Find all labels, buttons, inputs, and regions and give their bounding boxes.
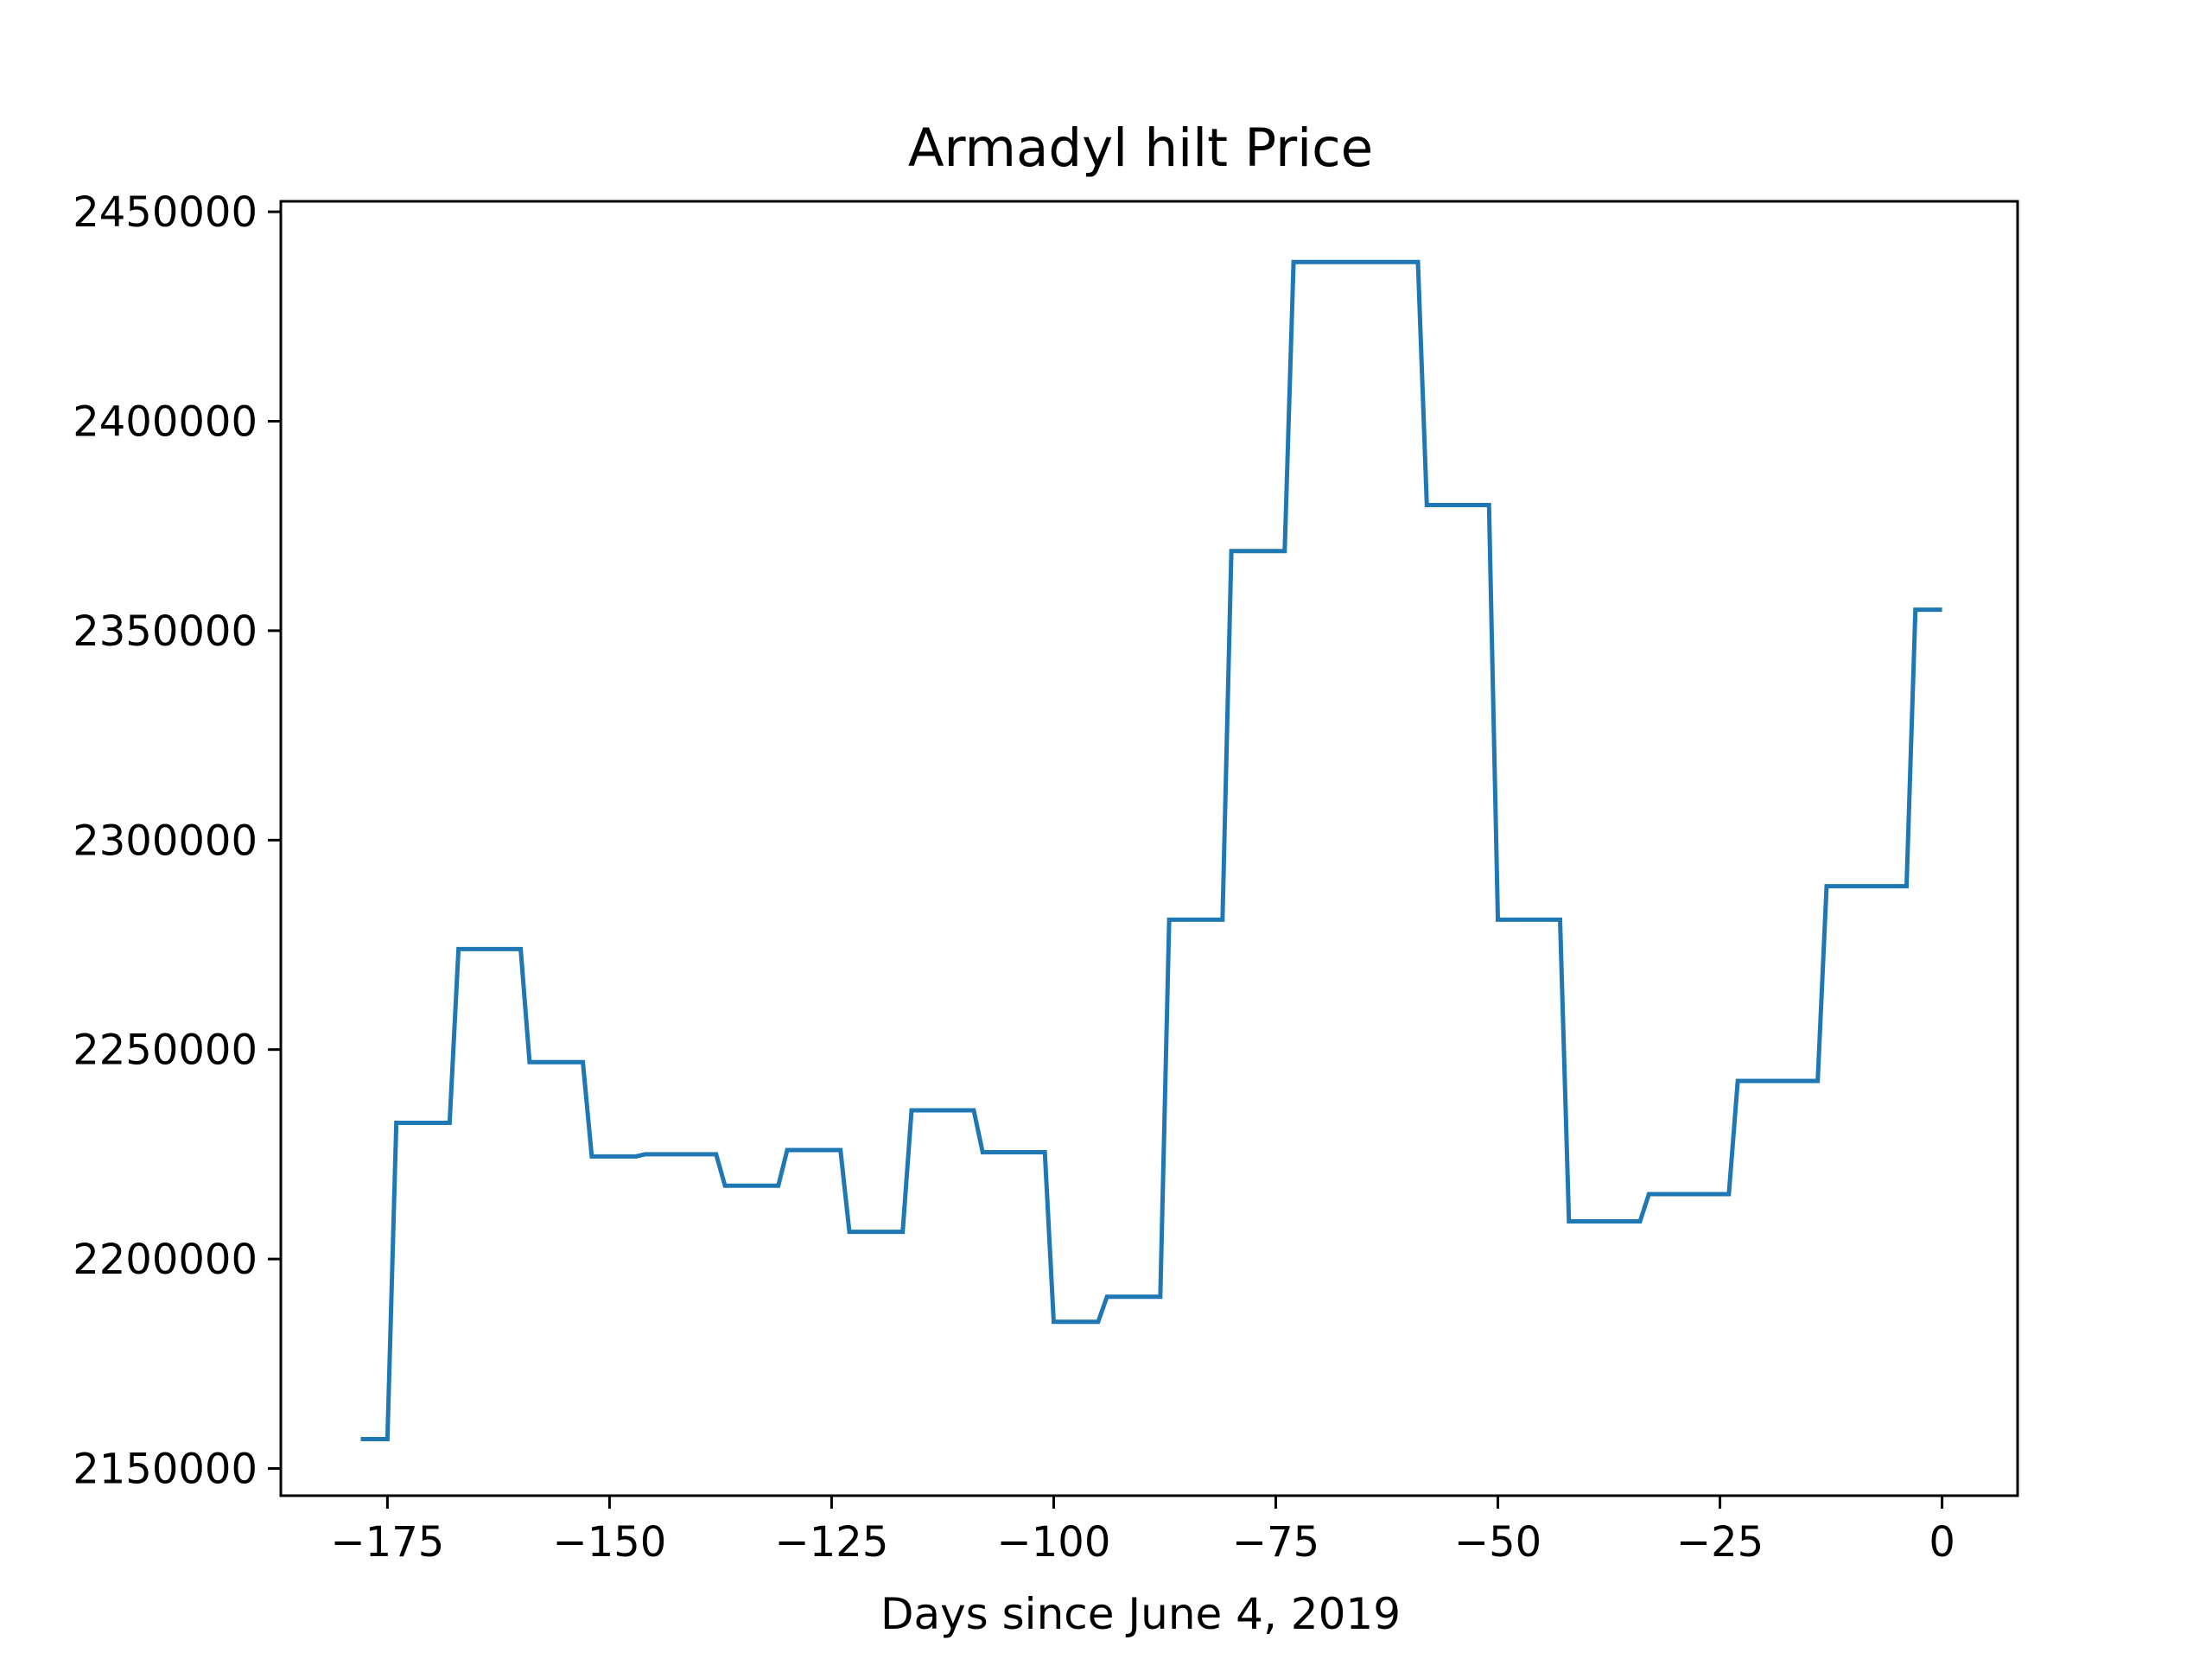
series-layer <box>360 259 1942 1442</box>
plot-area-frame <box>279 200 2019 1497</box>
y-tick-label: 2400000 <box>73 398 257 447</box>
y-tick-label: 2150000 <box>73 1445 257 1493</box>
y-tick-label: 2200000 <box>73 1236 257 1284</box>
y-tick-label: 2350000 <box>73 607 257 656</box>
x-axis-label: Days since June 4, 2019 <box>880 1589 1401 1639</box>
y-tick-label: 2300000 <box>73 817 257 865</box>
y-tick-label: 2450000 <box>73 188 257 237</box>
x-tick-label: −25 <box>1676 1518 1764 1567</box>
chart-title: Armadyl hilt Price <box>908 118 1373 179</box>
y-tick-label: 2250000 <box>73 1027 257 1075</box>
y-axis: 2150000 2200000 2250000 2300000 2350000 24000… <box>73 188 281 1493</box>
series-line-0 <box>360 259 1942 1442</box>
x-axis: −175 −150 −125 −100 −75 −50 −25 0 <box>330 1496 1955 1567</box>
x-tick-label: −150 <box>552 1518 666 1567</box>
x-tick-label: −75 <box>1232 1518 1319 1567</box>
x-tick-label: −175 <box>330 1518 444 1567</box>
x-tick-label: −125 <box>775 1518 889 1567</box>
x-tick-label: −50 <box>1454 1518 1541 1567</box>
x-tick-label: −100 <box>997 1518 1111 1567</box>
x-tick-label: 0 <box>1929 1518 1955 1567</box>
